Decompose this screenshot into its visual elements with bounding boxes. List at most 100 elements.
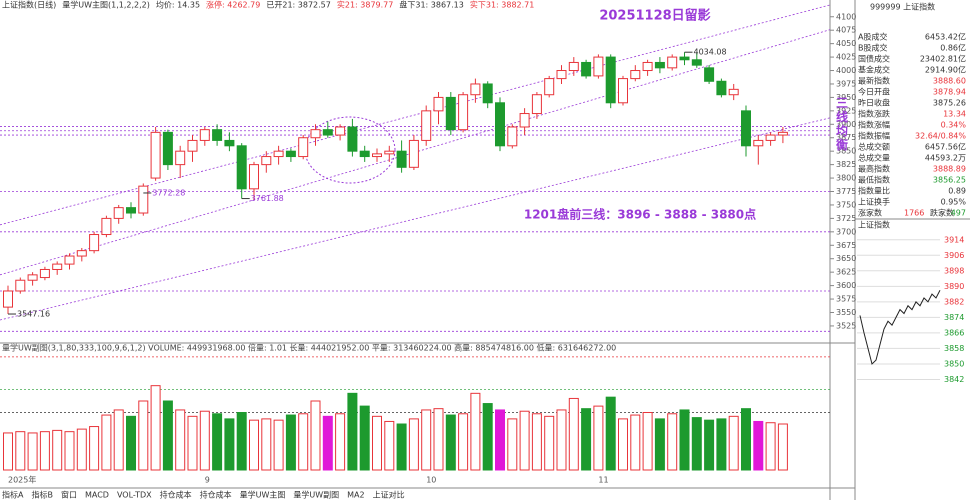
y-tick-label: 3525 xyxy=(836,321,856,330)
tab[interactable]: 量学UW副图 xyxy=(293,490,339,500)
volume-bar xyxy=(199,410,210,471)
candle-body xyxy=(445,96,456,131)
volume-bar xyxy=(605,396,616,471)
mini-tick-label: 3882 xyxy=(944,297,964,306)
x-label: 11 xyxy=(598,476,608,485)
volume-bar xyxy=(285,414,296,471)
chart-title: 20251128日留影 xyxy=(599,8,710,24)
candle-body xyxy=(765,134,776,141)
volume-bar xyxy=(396,423,407,471)
tab[interactable]: 量学UW主图 xyxy=(240,490,286,500)
candle-body xyxy=(126,207,136,214)
y-tick-label: 4025 xyxy=(836,53,856,62)
candle-body xyxy=(618,78,628,104)
volume-bar xyxy=(249,419,259,471)
candle-body xyxy=(335,126,346,136)
row-label: 国债成交 xyxy=(858,54,890,64)
row-value: 0.95% xyxy=(941,198,967,207)
y-tick-label: 3750 xyxy=(836,200,856,209)
candle-body xyxy=(310,129,321,139)
row-label: 总成交额 xyxy=(858,142,890,152)
volume-bar xyxy=(359,405,370,471)
breadth: 1766 xyxy=(904,209,924,218)
volume-bar xyxy=(544,415,555,471)
candle-body xyxy=(249,164,259,190)
volume-bar xyxy=(261,418,272,471)
tab[interactable]: 指标A xyxy=(2,490,24,500)
row-value: 6453.42亿 xyxy=(925,32,966,42)
point-label: 3761.88 xyxy=(251,194,284,203)
volume-bar xyxy=(421,409,432,471)
candle-body xyxy=(556,70,567,80)
candle-body xyxy=(593,56,604,77)
candle-body xyxy=(482,83,493,104)
candle-body xyxy=(347,126,358,152)
y-tick-label: 3850 xyxy=(836,147,856,156)
row-value: 3888.60 xyxy=(933,77,966,86)
mini-tick-label: 3858 xyxy=(944,344,964,353)
volume-bar xyxy=(175,409,186,471)
mini-tick-label: 3850 xyxy=(944,359,964,368)
x-label: 2025年 xyxy=(8,475,36,485)
candle-body xyxy=(691,59,702,66)
tab[interactable]: MACD xyxy=(85,491,109,500)
y-tick-label: 3600 xyxy=(836,281,856,290)
volume-bar xyxy=(654,418,665,471)
volume-bar xyxy=(408,418,419,471)
candle-body xyxy=(642,61,653,72)
volume-bar xyxy=(445,414,456,471)
candle-body xyxy=(544,78,555,96)
row-value: 0.89 xyxy=(948,187,966,196)
candle-body xyxy=(495,102,505,147)
candle-body xyxy=(408,139,419,168)
y-tick-label: 3575 xyxy=(836,295,856,304)
row-label: 指数振幅 xyxy=(858,131,890,141)
candle-body xyxy=(199,129,210,141)
volume-bar xyxy=(765,422,776,471)
tab[interactable]: 指标B xyxy=(31,490,53,500)
tab[interactable]: 窗口 xyxy=(61,490,77,500)
candle-body xyxy=(654,61,665,69)
y-tick-label: 3700 xyxy=(836,227,856,236)
candle-body xyxy=(581,61,592,77)
row-value: 44593.2万 xyxy=(925,154,966,163)
header-item: 量学UW主图(1,1,2,2,2) xyxy=(62,0,150,10)
volume-bar xyxy=(162,400,173,471)
tab[interactable]: VOL-TDX xyxy=(117,491,152,500)
volume-bar xyxy=(101,414,112,471)
row-value: 0.34% xyxy=(941,121,967,130)
volume-bar xyxy=(667,413,678,471)
candle-body xyxy=(15,279,26,292)
candle-body xyxy=(568,61,579,72)
volume-bar xyxy=(630,414,641,471)
row-value: 13.34 xyxy=(943,110,966,119)
tab[interactable]: MA2 xyxy=(347,491,364,500)
candle-body xyxy=(741,110,751,147)
panel-title: 999999 上证指数 xyxy=(870,2,935,12)
row-label: B股成交 xyxy=(858,43,888,53)
row-label: 最低指数 xyxy=(858,175,890,185)
mini-tick-label: 3874 xyxy=(944,313,964,322)
tab[interactable]: 上证对比 xyxy=(373,490,405,500)
y-tick-label: 3775 xyxy=(836,187,856,196)
tab[interactable]: 持仓成本 xyxy=(160,490,192,500)
candle-body xyxy=(175,150,186,166)
candle-body xyxy=(39,268,50,279)
tab[interactable]: 持仓成本 xyxy=(200,490,232,500)
volume-bar xyxy=(138,400,149,471)
header-item: 上证指数(日线) xyxy=(2,0,56,10)
candle-body xyxy=(384,150,395,155)
row-label: 指数涨跌 xyxy=(858,109,890,119)
volume-header: 量学UW副图(3,1,80,333,100,9,6,1,2) VOLUME: 4… xyxy=(2,343,616,353)
volume-bar xyxy=(728,415,739,471)
candle-body xyxy=(236,145,247,190)
candle-body xyxy=(52,263,63,270)
volume-bar xyxy=(642,412,653,471)
candle-body xyxy=(433,96,444,112)
y-tick-label: 3925 xyxy=(836,106,856,115)
y-tick-label: 4050 xyxy=(836,39,856,48)
volume-bar xyxy=(777,423,788,471)
candle-body xyxy=(519,113,530,128)
volume-bar xyxy=(224,418,235,471)
